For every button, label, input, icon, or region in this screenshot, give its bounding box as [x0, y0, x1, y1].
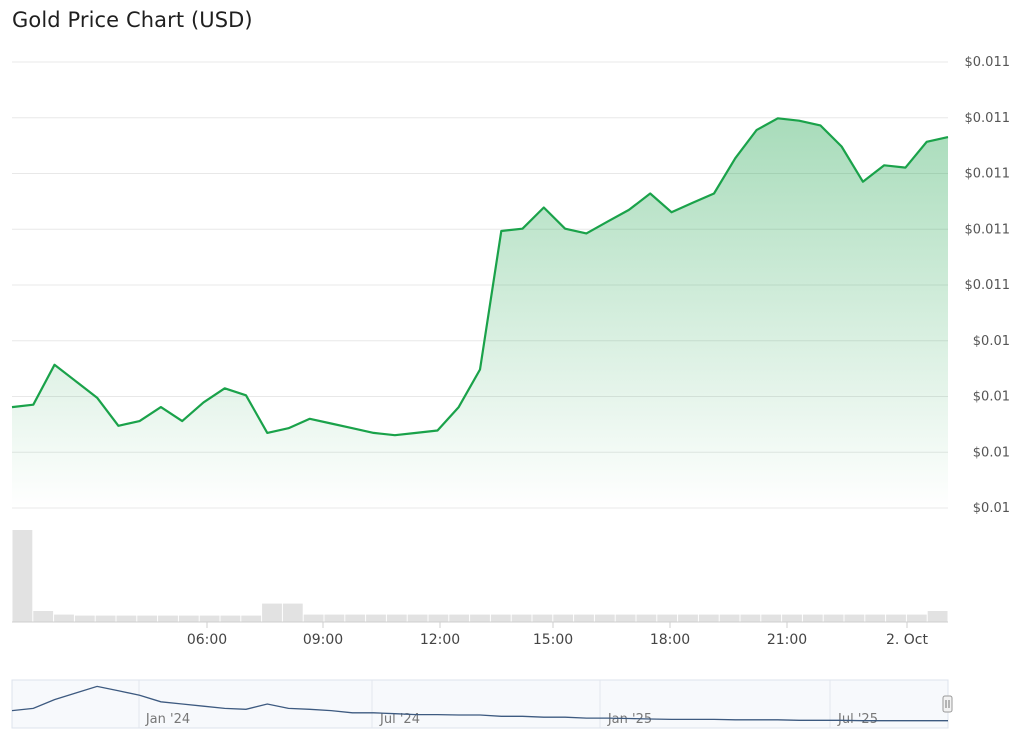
volume-bar	[178, 615, 199, 622]
volume-bar	[282, 603, 303, 622]
volume-bar	[511, 614, 532, 622]
x-tick-label: 12:00	[420, 632, 460, 648]
volume-bar	[782, 614, 802, 622]
navigator-handle[interactable]	[942, 695, 953, 713]
volume-bar	[95, 615, 116, 622]
volume-bar	[490, 614, 511, 622]
y-tick-label: $0.01	[973, 390, 1010, 405]
navigator[interactable]: Jan '24 Jul '24 Jan '25 Jul '25	[11, 679, 953, 729]
volume-bar	[428, 614, 449, 622]
volume-bar	[802, 614, 823, 622]
volume-bar	[678, 614, 698, 622]
volume-bar	[594, 614, 615, 622]
volume-bar	[844, 614, 865, 622]
volume-bar	[906, 614, 927, 622]
volume-bar	[761, 614, 782, 622]
volume-bar	[823, 614, 844, 622]
volume-bar	[532, 614, 553, 622]
y-tick-label: $0.01	[973, 334, 1010, 349]
chart-title: Gold Price Chart (USD)	[12, 8, 253, 32]
x-tick-label: 18:00	[650, 632, 690, 648]
volume-bar	[636, 614, 657, 622]
volume-bar	[470, 614, 490, 622]
navigator-label: Jan '25	[607, 712, 652, 727]
navigator-line	[11, 685, 948, 722]
volume-bar	[657, 614, 678, 622]
volume-bar	[719, 614, 740, 622]
x-axis: 06:00 09:00 12:00 15:00 18:00 21:00 2. Oct	[187, 622, 929, 648]
x-tick-label: 2. Oct	[886, 632, 929, 648]
volume-bar	[386, 614, 407, 622]
y-tick-label: $0.011	[965, 111, 1011, 126]
volume-bar	[698, 614, 719, 622]
volume-bar	[12, 530, 33, 622]
x-tick-label: 15:00	[533, 632, 573, 648]
y-tick-label: $0.011	[965, 167, 1011, 182]
y-tick-label: $0.011	[965, 278, 1011, 293]
navigator-label: Jan '24	[145, 712, 190, 727]
volume-bar	[886, 614, 906, 622]
y-tick-label: $0.011	[965, 55, 1011, 70]
navigator-label: Jul '25	[837, 712, 878, 727]
volume-bar	[220, 615, 241, 622]
x-tick-label: 06:00	[187, 632, 227, 648]
navigator-label: Jul '24	[379, 712, 420, 727]
volume-bar	[615, 614, 636, 622]
volume-bar	[74, 615, 95, 622]
volume-bar	[116, 615, 137, 622]
y-tick-label: $0.01	[973, 445, 1010, 460]
volume-bar	[927, 611, 948, 622]
volume-bars	[12, 530, 948, 623]
volume-bar	[33, 611, 54, 622]
volume-bar	[366, 614, 386, 622]
volume-bar	[449, 614, 470, 622]
volume-bar	[199, 615, 220, 622]
volume-bar	[303, 614, 324, 622]
volume-bar	[407, 614, 428, 622]
volume-bar	[158, 615, 178, 622]
y-tick-label: $0.011	[965, 222, 1011, 237]
volume-bar	[574, 614, 594, 622]
price-line	[11, 117, 949, 437]
y-axis: $0.011 $0.011 $0.011 $0.011 $0.011 $0.01 $0.01…	[965, 55, 1011, 516]
volume-bar	[553, 614, 574, 622]
volume-bar	[241, 615, 262, 622]
price-area	[12, 118, 948, 509]
volume-bar	[54, 614, 74, 622]
volume-bar	[137, 615, 158, 622]
y-tick-label: $0.01	[973, 501, 1010, 516]
volume-bar	[865, 614, 886, 622]
x-tick-label: 09:00	[303, 632, 343, 648]
x-tick-label: 21:00	[767, 632, 807, 648]
volume-bar	[262, 603, 282, 622]
volume-bar	[324, 614, 345, 622]
volume-bar	[740, 614, 761, 622]
volume-bar	[345, 614, 366, 622]
